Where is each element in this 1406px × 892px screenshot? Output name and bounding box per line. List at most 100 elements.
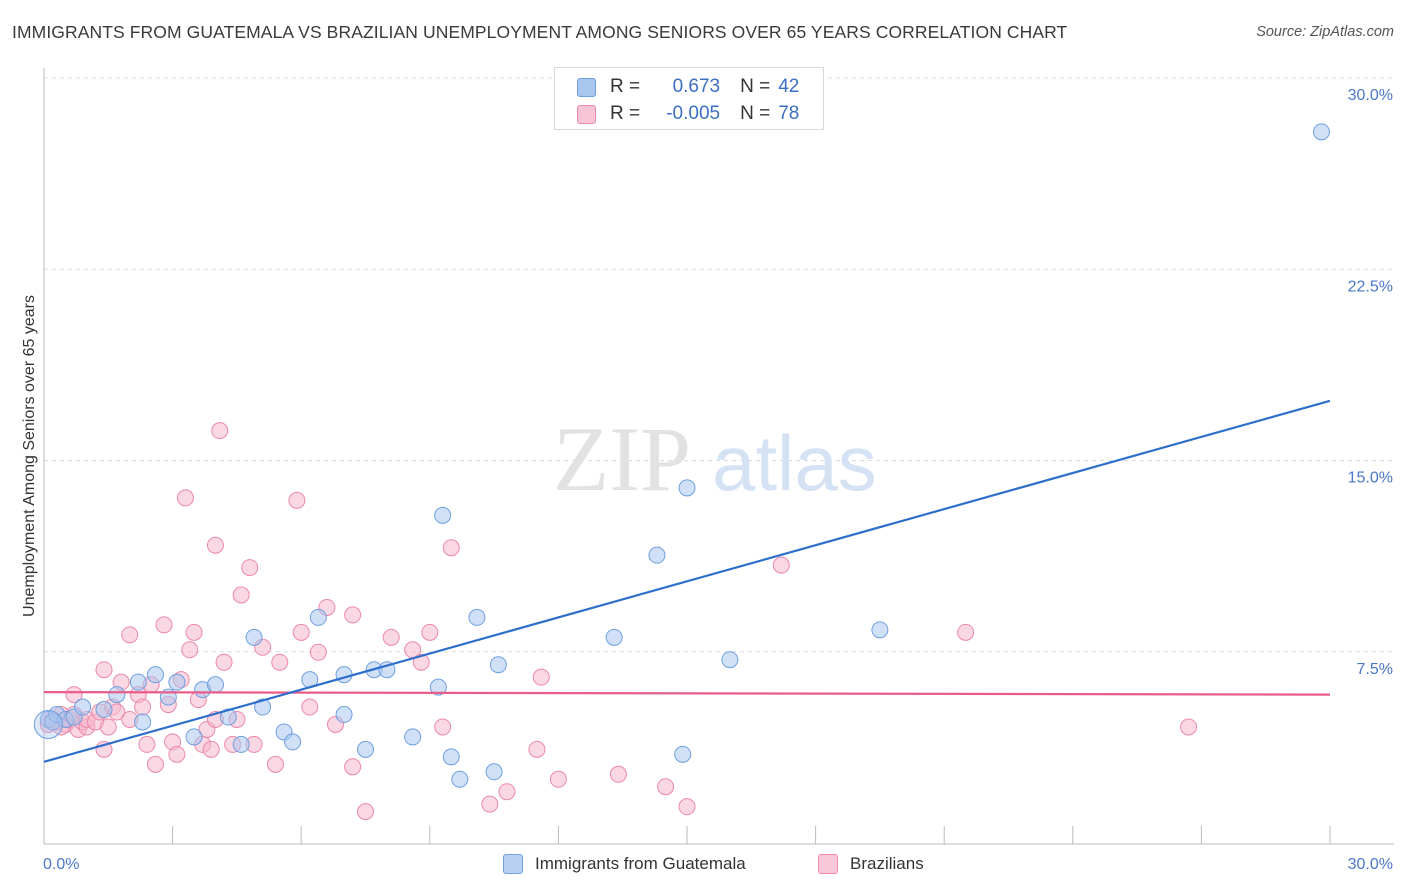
guatemala-point (146, 666, 164, 684)
legend-r-value: 0.673 (672, 76, 721, 97)
y-axis-label: Unemployment Among Seniors over 65 years (21, 295, 38, 617)
guatemala-point (168, 673, 186, 691)
guatemala-point (309, 608, 327, 626)
guatemala-point (721, 651, 739, 669)
guatemala-point (74, 698, 92, 716)
brazilian-point (65, 686, 83, 704)
watermark: ZIP atlas (553, 408, 877, 510)
guatemala-point (95, 701, 113, 719)
brazilian-point (138, 735, 156, 753)
legend-n-label: N = (740, 76, 771, 97)
brazilian-point (412, 653, 430, 671)
brazilian-point (1180, 718, 1198, 736)
legend-swatch-blue (577, 77, 596, 97)
guatemala-point (1312, 123, 1330, 141)
brazilian-point (202, 740, 220, 758)
guatemala-point (232, 735, 250, 753)
brazilian-point (241, 559, 259, 577)
brazilian-point (176, 489, 194, 507)
legend-r-value: -0.005 (666, 103, 721, 124)
chart-title: IMMIGRANTS FROM GUATEMALA VS BRAZILIAN U… (12, 22, 1068, 42)
brazilian-point (772, 556, 790, 574)
brazilian-point (206, 536, 224, 554)
brazilian-point (382, 628, 400, 646)
guatemala-point (468, 608, 486, 626)
brazilian-point (266, 755, 284, 773)
guatemala-cluster-point (33, 709, 63, 739)
guatemala-point (108, 686, 126, 704)
guatemala-point (404, 728, 422, 746)
brazilian-point (232, 586, 250, 604)
x-tick-label: 0.0% (43, 856, 79, 873)
legend-n-value: 78 (778, 103, 800, 124)
guatemala-point (434, 506, 452, 524)
brazilian-point (957, 623, 975, 641)
brazilian-point (215, 653, 233, 671)
bottom-swatch-pink (818, 854, 838, 874)
brazilian-point (155, 616, 173, 634)
watermark-zip: ZIP (553, 408, 691, 510)
brazilian-point (434, 718, 452, 736)
guatemala-point (451, 770, 469, 788)
brazilian-point (357, 803, 374, 821)
guatemala-point (357, 740, 374, 758)
guatemala-point (648, 546, 666, 564)
legend-row-guatemala: R = 0.673 N = 42 (577, 74, 799, 100)
legend-swatch-pink (577, 104, 596, 124)
y-tick-label: 22.5% (1348, 278, 1393, 295)
brazilian-point (211, 422, 229, 440)
brazilian-point (168, 745, 186, 763)
correlation-legend: R = 0.673 N = 42 R = -0.005 N = 78 (554, 67, 824, 130)
guatemala-point (134, 713, 152, 731)
legend-n-label: N = (740, 103, 771, 124)
x-tick-labels: 0.0% 30.0% (43, 856, 1393, 873)
guatemala-point (185, 728, 203, 746)
guatemala-point (485, 763, 503, 781)
brazilian-point (271, 653, 289, 671)
guatemala-point (442, 748, 460, 766)
x-tick-label: 30.0% (1348, 856, 1393, 873)
brazilian-point (288, 491, 306, 509)
brazilian-point (95, 661, 113, 679)
y-tick-label: 15.0% (1348, 470, 1393, 487)
brazilian-point (481, 795, 499, 813)
guatemala-point (206, 676, 224, 694)
guatemala-point (605, 628, 623, 646)
brazilian-point (146, 755, 164, 773)
brazilian-point (121, 626, 139, 644)
guatemala-point (678, 479, 696, 497)
legend-r-label: R = (610, 103, 641, 124)
brazilian-point (301, 698, 319, 716)
guatemala-point (429, 678, 447, 696)
brazilian-point (657, 778, 675, 796)
brazilian-point (609, 765, 627, 783)
brazilians-trend-line (43, 691, 1331, 696)
guatemala-point (489, 656, 507, 674)
y-tick-label: 30.0% (1348, 87, 1393, 104)
guatemala-point (129, 673, 147, 691)
guatemala-point (674, 745, 692, 763)
brazilian-point (344, 606, 362, 624)
guatemala-points (33, 123, 1330, 788)
guatemala-point (284, 733, 302, 751)
guatemala-point (254, 698, 272, 716)
brazilian-point (99, 718, 117, 736)
brazilian-point (532, 668, 550, 686)
guatemala-point (871, 621, 889, 639)
bottom-legend-label: Immigrants from Guatemala (535, 854, 746, 873)
brazilian-point (309, 643, 327, 661)
brazilian-point (421, 623, 439, 641)
watermark-atlas: atlas (712, 419, 877, 507)
brazilian-point (442, 539, 460, 557)
bottom-legend-label: Brazilians (850, 854, 924, 873)
bottom-legend-guatemala: Immigrants from Guatemala (503, 852, 746, 876)
brazilian-point (181, 641, 199, 659)
brazilian-point (678, 798, 696, 816)
axes (43, 68, 1394, 845)
legend-r-label: R = (610, 76, 641, 97)
guatemala-trend-line (43, 399, 1331, 763)
bottom-legend-brazilians: Brazilians (818, 852, 924, 876)
brazilian-point (549, 770, 567, 788)
brazilian-point (528, 740, 546, 758)
legend-n-value: 42 (778, 76, 800, 97)
